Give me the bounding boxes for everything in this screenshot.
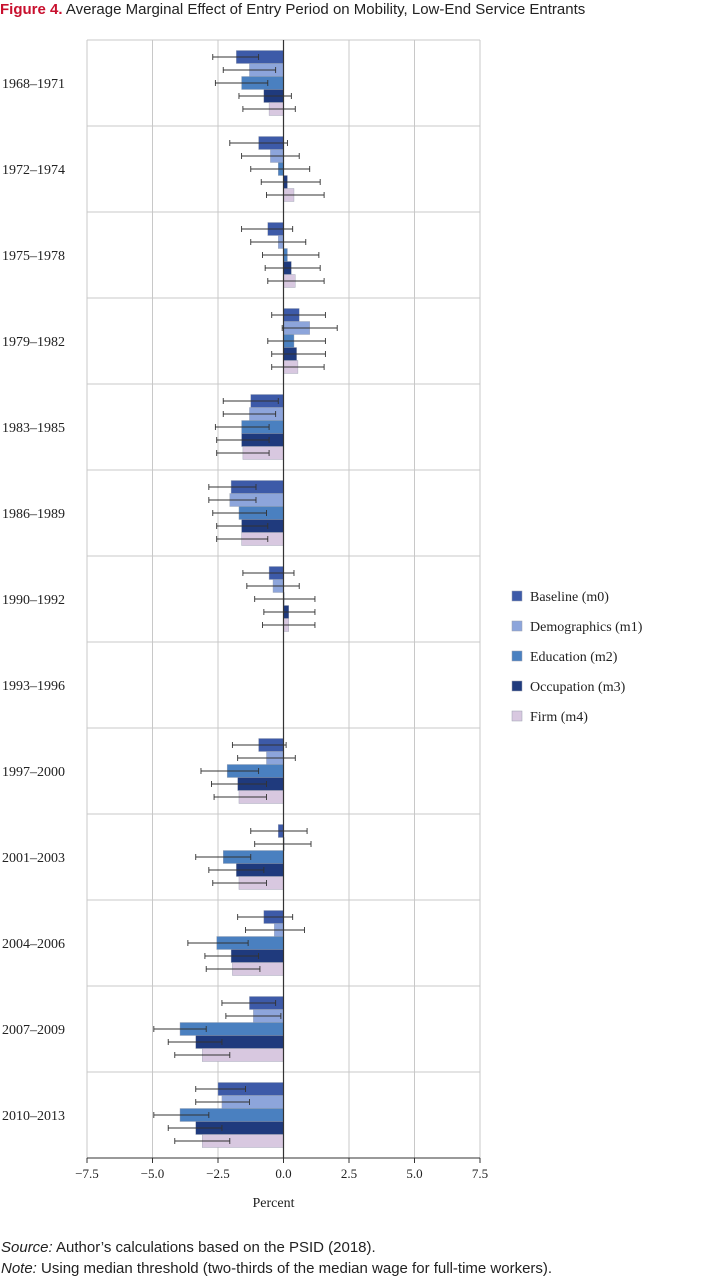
figure-notes: Source: Author’s calculations based on t…: [1, 1237, 711, 1279]
category-label: 1993–1996: [2, 679, 65, 694]
chart: 1968–1971 1972–1974 1975–1978 1979–1982 1983…: [2, 39, 643, 1211]
category-label: 1975–1978: [2, 249, 65, 264]
source-text: Author’s calculations based on the PSID …: [56, 1239, 376, 1256]
legend-swatch: [511, 620, 523, 632]
category-label: 2010–2013: [2, 1109, 65, 1124]
category-label: 1986–1989: [2, 507, 65, 522]
source-note: Source: Author’s calculations based on t…: [1, 1237, 711, 1258]
x-tick-label: −7.5: [75, 1166, 99, 1181]
legend-swatch: [511, 710, 523, 722]
x-tick-label: −2.5: [206, 1166, 230, 1181]
legend-swatch: [511, 680, 523, 692]
figure-title: Figure 4. Average Marginal Effect of Ent…: [0, 1, 711, 19]
x-axis-title: Percent: [253, 1196, 295, 1211]
legend-label: Baseline (m0): [530, 590, 609, 605]
legend-label: Firm (m4): [530, 710, 588, 725]
x-tick-label: 7.5: [472, 1166, 488, 1181]
legend-label: Demographics (m1): [530, 620, 643, 635]
x-tick-label: 0.0: [275, 1166, 291, 1181]
note-text: Using median threshold (two-thirds of th…: [41, 1260, 553, 1277]
method-note: Note: Using median threshold (two-thirds…: [1, 1258, 711, 1279]
category-label: 2007–2009: [2, 1023, 65, 1038]
legend-label: Occupation (m3): [530, 680, 626, 695]
legend-label: Education (m2): [530, 650, 618, 665]
x-axis-ticks: −7.5 −5.0 −2.5 0.0 2.5 5.0 7.5: [75, 1158, 488, 1181]
legend-swatch: [511, 650, 523, 662]
category-label: 2001–2003: [2, 851, 65, 866]
legend: Baseline (m0) Demographics (m1) Education …: [511, 590, 643, 725]
category-label: 1979–1982: [2, 335, 65, 350]
category-label: 1990–1992: [2, 593, 65, 608]
note-label: Note:: [1, 1260, 37, 1277]
x-tick-label: 5.0: [406, 1166, 422, 1181]
category-label: 1983–1985: [2, 421, 65, 436]
category-label: 1968–1971: [2, 77, 65, 92]
category-label: 1997–2000: [2, 765, 65, 780]
source-label: Source:: [1, 1239, 53, 1256]
category-label: 1972–1974: [2, 163, 65, 178]
error-bars: [153, 54, 338, 1144]
legend-swatch: [511, 590, 523, 602]
figure-title-text: Average Marginal Effect of Entry Period …: [65, 1, 586, 18]
figure-label: Figure 4.: [0, 1, 63, 18]
category-labels: 1968–1971 1972–1974 1975–1978 1979–1982 1983…: [2, 77, 65, 1124]
x-tick-label: −5.0: [141, 1166, 165, 1181]
x-tick-label: 2.5: [341, 1166, 357, 1181]
category-label: 2004–2006: [2, 937, 65, 952]
